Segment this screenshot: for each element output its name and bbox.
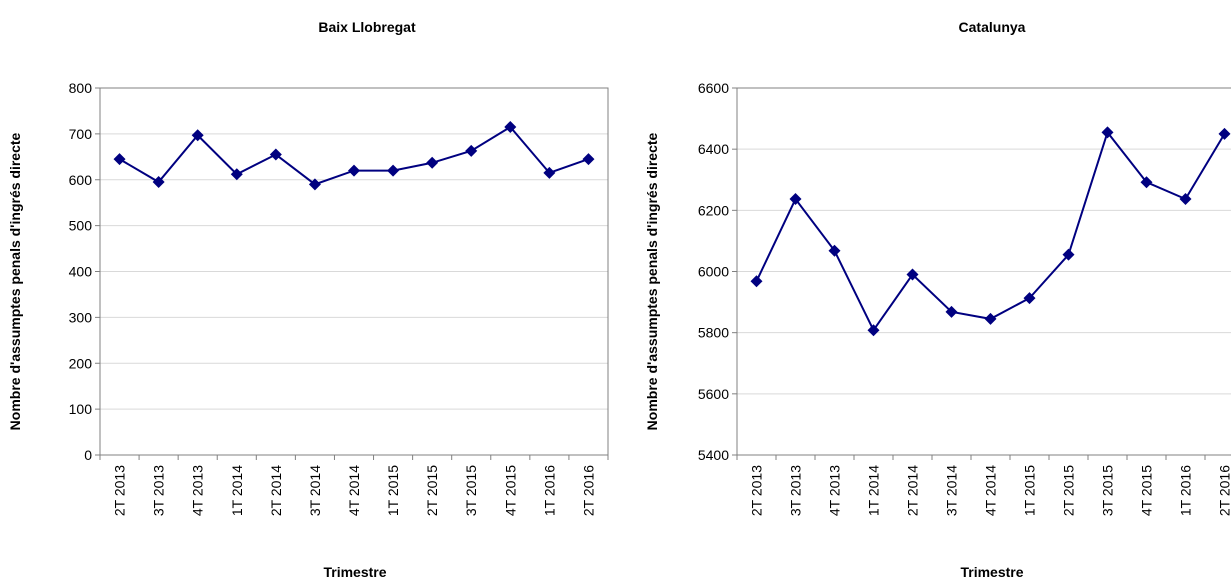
y-axis-title: Nombre d'assumptes penals d'ingrés direc…: [644, 132, 660, 430]
data-point: [1218, 127, 1231, 140]
y-tick-label: 100: [69, 401, 93, 417]
x-tick-label: 3T 2014: [944, 465, 960, 516]
data-point: [191, 129, 204, 142]
data-point: [152, 176, 165, 189]
y-tick-label: 6200: [698, 202, 729, 218]
y-tick-label: 6400: [698, 141, 729, 157]
x-tick-label: 2T 2013: [112, 465, 128, 516]
data-point: [582, 153, 595, 166]
data-point: [945, 305, 958, 318]
data-point: [308, 178, 321, 191]
x-tick-label: 2T 2014: [905, 465, 921, 516]
x-tick-label: 3T 2014: [307, 465, 323, 516]
data-point: [269, 148, 282, 161]
x-tick-label: 2T 2015: [1061, 465, 1077, 516]
x-tick-label: 3T 2015: [1100, 465, 1116, 516]
y-tick-label: 300: [69, 309, 93, 325]
data-point: [867, 324, 880, 337]
x-tick-label: 2T 2016: [1217, 465, 1231, 516]
x-tick-label: 1T 2014: [229, 465, 245, 516]
x-tick-label: 3T 2013: [788, 465, 804, 516]
x-axis-title: Trimestre: [960, 564, 1023, 580]
x-tick-label: 4T 2013: [190, 465, 206, 516]
x-tick-label: 1T 2015: [385, 465, 401, 516]
x-axis-title: Trimestre: [323, 564, 386, 580]
x-tick-label: 4T 2014: [983, 465, 999, 516]
data-point: [348, 164, 360, 177]
y-tick-label: 400: [69, 264, 93, 280]
x-tick-label: 3T 2013: [151, 465, 167, 516]
data-point: [984, 312, 997, 325]
data-point: [789, 193, 802, 206]
x-tick-label: 1T 2016: [541, 465, 557, 516]
y-tick-label: 5600: [698, 386, 729, 402]
chart-title: Baix Llobregat: [318, 19, 416, 35]
y-tick-label: 5800: [698, 325, 729, 341]
data-point: [387, 164, 400, 177]
x-tick-label: 4T 2015: [502, 465, 518, 516]
plot-border: [99, 87, 609, 456]
x-tick-label: 4T 2015: [1139, 465, 1155, 516]
x-tick-label: 1T 2016: [1178, 465, 1194, 516]
data-point: [426, 156, 439, 169]
data-point: [1023, 292, 1036, 305]
data-point: [543, 166, 556, 179]
y-tick-label: 500: [69, 218, 93, 234]
plot-border: [736, 87, 1231, 456]
y-tick-label: 6600: [698, 80, 729, 96]
data-point: [504, 120, 517, 133]
y-tick-label: 0: [84, 447, 92, 463]
x-tick-label: 1T 2014: [866, 465, 882, 516]
y-tick-label: 800: [69, 80, 93, 96]
y-tick-label: 200: [69, 355, 93, 371]
x-tick-label: 2T 2015: [424, 465, 440, 516]
x-tick-label: 3T 2015: [463, 465, 479, 516]
data-point: [906, 268, 919, 281]
data-point: [113, 153, 126, 166]
x-tick-label: 2T 2013: [749, 465, 765, 516]
y-tick-label: 700: [69, 126, 93, 142]
data-point: [1179, 193, 1192, 206]
data-point: [465, 144, 478, 157]
chart-title: Catalunya: [959, 19, 1026, 35]
y-tick-label: 600: [69, 172, 93, 188]
x-tick-label: 2T 2016: [580, 465, 596, 516]
y-tick-label: 5400: [698, 447, 729, 463]
data-point: [750, 275, 763, 288]
y-axis-title: Nombre d'assumptes penals d'ingrés direc…: [7, 132, 23, 430]
data-point: [1062, 248, 1075, 261]
data-point: [828, 244, 841, 257]
x-tick-label: 2T 2014: [268, 465, 284, 516]
y-tick-label: 6000: [698, 264, 729, 280]
data-point: [1140, 176, 1153, 189]
data-point: [1101, 126, 1114, 139]
x-tick-label: 4T 2013: [827, 465, 843, 516]
data-point: [230, 168, 243, 181]
x-tick-label: 1T 2015: [1022, 465, 1038, 516]
x-tick-label: 4T 2014: [346, 465, 362, 516]
data-line: [755, 130, 1226, 333]
